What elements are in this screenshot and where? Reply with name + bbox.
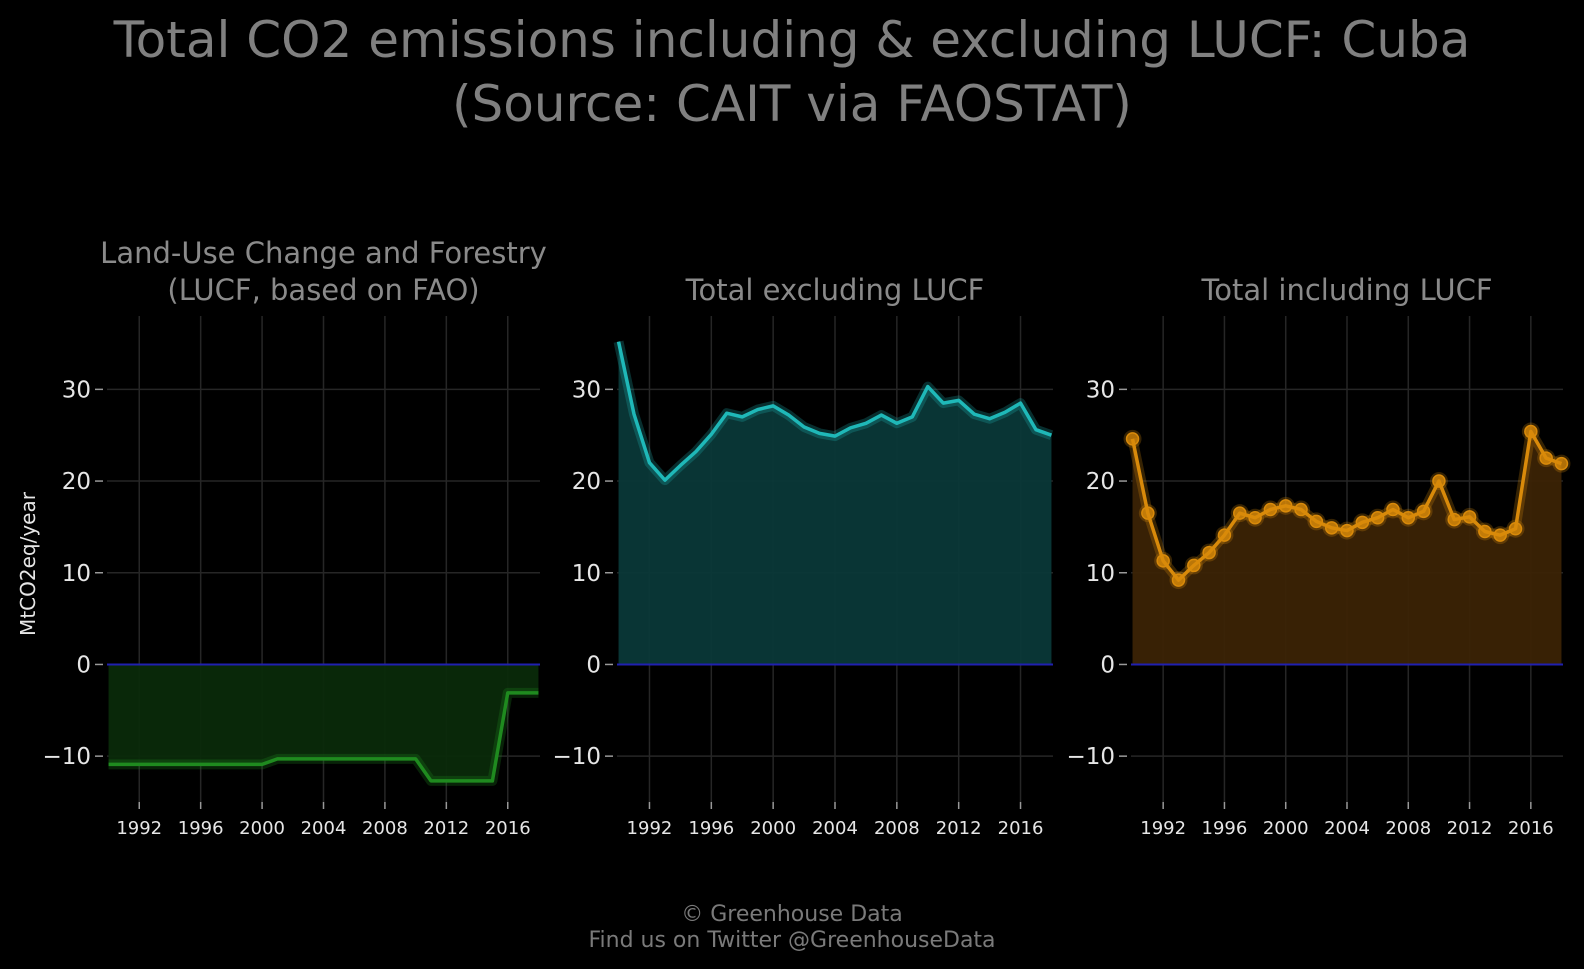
chart-title-line1: Total CO2 emissions including & excludin… (113, 11, 1471, 69)
footer-twitter: Find us on Twitter @GreenhouseData (588, 928, 996, 953)
data-point (1478, 524, 1492, 539)
data-point (1508, 521, 1523, 536)
x-tick-label: 2016 (998, 818, 1044, 839)
data-point (1462, 510, 1477, 524)
data-point (1355, 515, 1370, 530)
series-area-fill (1132, 431, 1562, 665)
x-tick-label: 1992 (1140, 818, 1186, 839)
data-point (1233, 506, 1247, 520)
x-tick-label: 2016 (1508, 818, 1554, 839)
series-area-fill (618, 341, 1052, 665)
x-tick-label: 1996 (688, 818, 734, 839)
data-point (1187, 558, 1201, 573)
x-tick-label: 2008 (874, 818, 920, 839)
data-point (1171, 573, 1186, 587)
data-point (1125, 432, 1140, 446)
data-point (1386, 502, 1400, 517)
y-tick-label: 0 (586, 652, 601, 678)
y-axis-label: MtCO2eq/year (16, 491, 40, 636)
chart-title-line2: (Source: CAIT via FAOSTAT) (452, 75, 1132, 133)
data-point (1340, 523, 1354, 538)
x-tick-label: 2016 (485, 818, 531, 839)
data-point (1294, 502, 1308, 517)
x-tick-label: 1996 (178, 818, 224, 839)
data-point (1278, 499, 1293, 513)
y-tick-label: 30 (1086, 377, 1115, 403)
x-tick-label: 2004 (1324, 818, 1370, 839)
y-tick-label: 10 (1086, 561, 1115, 587)
data-point (1493, 528, 1507, 542)
panel-2: Total excluding LUCF 1992 1996 2000 2004 2008… (552, 273, 1054, 839)
panel-title-1-line1: Land-Use Change and Forestry (100, 236, 547, 270)
data-point (1416, 504, 1431, 519)
y-tick-label: 20 (62, 469, 91, 495)
x-tick-label: 1992 (627, 818, 673, 839)
y-tick-label: −10 (42, 744, 91, 770)
y-tick-label: 20 (572, 469, 601, 495)
y-tick-label: 20 (1086, 469, 1115, 495)
x-tick-label: 2012 (1447, 818, 1493, 839)
data-point (1309, 514, 1324, 529)
series-line (108, 691, 539, 783)
y-tick-label: −10 (1066, 744, 1115, 770)
data-point (1401, 510, 1416, 525)
x-tick-label: 2012 (936, 818, 982, 839)
y-tick-label: 0 (76, 652, 91, 678)
data-point (1432, 474, 1446, 488)
data-point (1248, 510, 1262, 525)
y-tick-label: 10 (62, 561, 91, 587)
data-point (1141, 506, 1155, 520)
data-point (1263, 502, 1278, 517)
series-line (616, 341, 1053, 482)
x-tick-label: 2000 (750, 818, 796, 839)
x-tick-label: 1996 (1202, 818, 1248, 839)
data-point (1156, 554, 1170, 568)
footer-credit: © Greenhouse Data (681, 902, 903, 927)
panel-1: Land-Use Change and Forestry(LUCF, based… (42, 236, 546, 839)
x-tick-label: 2004 (812, 818, 858, 839)
data-point (1524, 424, 1538, 439)
x-tick-label: 2000 (1263, 818, 1309, 839)
y-tick-label: −10 (552, 744, 601, 770)
panel-3: Total including LUCF 1992 1996 2000 2004 2008… (1066, 273, 1571, 839)
data-point (1324, 521, 1339, 535)
panel-title-2-line1: Total excluding LUCF (685, 273, 985, 307)
data-point (1217, 528, 1232, 542)
y-tick-label: 10 (572, 561, 601, 587)
panel-title-1-line2: (LUCF, based on FAO) (167, 273, 479, 307)
x-tick-label: 2008 (362, 818, 408, 839)
x-tick-label: 2012 (423, 818, 469, 839)
data-point (1202, 545, 1216, 560)
x-tick-label: 2008 (1385, 818, 1431, 839)
data-point (1370, 510, 1385, 525)
y-tick-label: 30 (572, 377, 601, 403)
data-point (1554, 456, 1569, 471)
y-tick-label: 30 (62, 377, 91, 403)
panel-title-3-line1: Total including LUCF (1200, 273, 1492, 307)
data-point (1539, 451, 1553, 465)
x-tick-label: 2000 (239, 818, 285, 839)
x-tick-label: 2004 (301, 818, 347, 839)
data-point (1447, 512, 1461, 527)
y-tick-label: 0 (1100, 652, 1115, 678)
x-tick-label: 1992 (116, 818, 162, 839)
series-area-fill (108, 664, 539, 781)
